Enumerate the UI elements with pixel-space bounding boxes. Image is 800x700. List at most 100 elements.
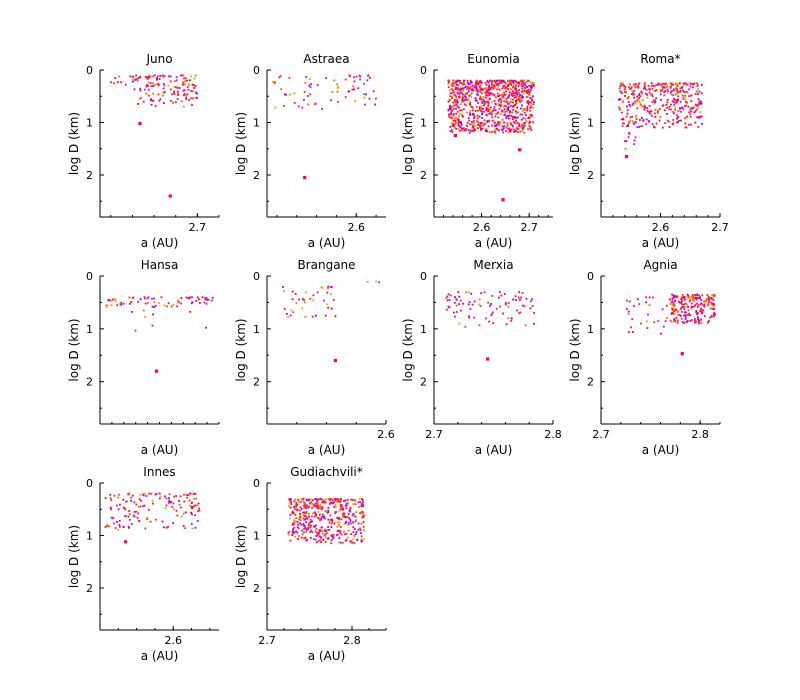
data-point	[644, 105, 646, 108]
data-point	[531, 305, 534, 307]
data-point	[289, 539, 292, 542]
data-point	[507, 106, 510, 108]
data-point	[529, 127, 532, 130]
data-point	[529, 300, 532, 303]
data-point	[315, 531, 318, 534]
data-point	[713, 303, 716, 306]
data-point	[644, 84, 647, 86]
data-point	[114, 300, 117, 303]
data-point	[368, 97, 371, 100]
data-point	[167, 302, 170, 305]
data-point	[690, 123, 692, 126]
data-point	[688, 296, 691, 299]
data-point	[114, 527, 117, 529]
data-point	[455, 127, 458, 130]
data-point	[636, 84, 639, 87]
data-point	[191, 513, 193, 516]
data-point	[294, 293, 297, 295]
data-point	[623, 90, 626, 93]
data-point	[304, 527, 307, 530]
data-point	[194, 504, 197, 507]
data-point	[505, 90, 508, 93]
data-point	[700, 302, 703, 304]
data-point	[685, 101, 687, 103]
data-point	[316, 500, 319, 503]
data-point	[303, 91, 306, 93]
data-point	[456, 105, 459, 108]
data-point	[527, 104, 529, 107]
data-point	[294, 508, 297, 510]
data-point	[272, 80, 274, 83]
data-point	[671, 123, 674, 126]
data-point	[295, 502, 298, 505]
data-point	[689, 314, 691, 317]
data-point	[626, 112, 629, 115]
data-point	[293, 512, 296, 515]
data-point	[454, 117, 456, 120]
data-point	[631, 90, 634, 92]
data-point	[468, 94, 471, 97]
data-point	[618, 87, 621, 90]
data-point	[682, 82, 685, 85]
data-point	[358, 506, 360, 508]
data-point	[494, 81, 497, 84]
data-point	[307, 95, 309, 97]
data-point	[512, 125, 514, 128]
data-point	[679, 89, 682, 92]
data-point	[366, 79, 369, 82]
data-point	[709, 307, 712, 310]
data-point	[525, 297, 528, 300]
data-point	[124, 508, 127, 511]
data-point	[113, 82, 115, 85]
data-point	[342, 512, 344, 515]
data-point	[622, 118, 625, 120]
data-point	[678, 313, 681, 316]
data-point	[452, 311, 455, 314]
data-point	[151, 75, 153, 78]
data-point	[490, 92, 493, 95]
data-point	[504, 111, 507, 113]
data-point	[302, 517, 305, 520]
data-point	[163, 85, 166, 87]
data-point	[635, 114, 638, 117]
data-point	[623, 84, 625, 87]
data-point	[522, 128, 524, 130]
data-point	[105, 304, 108, 307]
data-point	[670, 93, 673, 96]
data-point	[363, 96, 366, 99]
data-point	[454, 88, 457, 91]
data-point	[638, 94, 641, 96]
data-point	[651, 93, 653, 96]
data-point	[180, 297, 183, 299]
data-point	[349, 518, 352, 521]
data-point	[677, 95, 680, 98]
data-point	[500, 294, 503, 297]
data-point	[297, 105, 300, 108]
data-point	[491, 311, 494, 314]
data-point	[303, 526, 306, 528]
data-point	[512, 109, 515, 111]
data-point	[110, 516, 113, 519]
data-point	[322, 539, 325, 541]
data-point	[631, 104, 634, 106]
data-point	[467, 117, 470, 119]
data-point	[196, 520, 199, 522]
data-point	[146, 297, 149, 300]
data-point	[672, 111, 674, 113]
data-point	[308, 84, 311, 87]
data-point	[303, 511, 305, 514]
data-point	[528, 84, 530, 87]
data-point	[645, 301, 647, 304]
data-point	[106, 523, 109, 526]
data-point	[118, 520, 121, 522]
data-point	[679, 308, 682, 310]
data-point	[636, 99, 639, 102]
data-point	[480, 80, 483, 83]
data-point	[666, 88, 669, 91]
data-point	[487, 101, 490, 103]
data-point	[469, 129, 472, 132]
data-point	[527, 128, 529, 130]
data-point	[510, 88, 512, 91]
data-point	[676, 83, 679, 85]
data-point	[499, 104, 501, 106]
